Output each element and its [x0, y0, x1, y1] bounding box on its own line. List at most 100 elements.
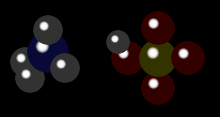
- Circle shape: [185, 55, 191, 61]
- Circle shape: [38, 43, 46, 50]
- Circle shape: [126, 56, 130, 60]
- Circle shape: [152, 52, 154, 54]
- Circle shape: [18, 66, 42, 90]
- Circle shape: [147, 47, 169, 69]
- Circle shape: [17, 54, 33, 70]
- Circle shape: [121, 51, 126, 56]
- Circle shape: [60, 63, 70, 73]
- Circle shape: [32, 36, 64, 68]
- Circle shape: [182, 52, 185, 55]
- Circle shape: [58, 61, 64, 67]
- Circle shape: [21, 69, 39, 87]
- Circle shape: [20, 68, 40, 88]
- Circle shape: [46, 50, 50, 54]
- Circle shape: [35, 17, 61, 43]
- Circle shape: [151, 81, 156, 86]
- Circle shape: [144, 14, 172, 42]
- Circle shape: [40, 22, 48, 30]
- Circle shape: [145, 45, 170, 71]
- Circle shape: [18, 55, 31, 69]
- Circle shape: [153, 53, 163, 63]
- Circle shape: [142, 42, 174, 74]
- Circle shape: [178, 48, 189, 59]
- Circle shape: [115, 39, 121, 45]
- Circle shape: [114, 38, 116, 40]
- Circle shape: [40, 22, 56, 38]
- Circle shape: [141, 41, 175, 75]
- Circle shape: [152, 52, 164, 64]
- Circle shape: [114, 38, 116, 40]
- Circle shape: [22, 70, 31, 79]
- Circle shape: [157, 27, 159, 29]
- Circle shape: [114, 38, 116, 40]
- Circle shape: [117, 47, 139, 69]
- Circle shape: [24, 61, 26, 63]
- Circle shape: [17, 54, 33, 70]
- Circle shape: [19, 56, 31, 68]
- Circle shape: [183, 53, 193, 63]
- Circle shape: [54, 57, 76, 79]
- Circle shape: [43, 47, 53, 57]
- Circle shape: [24, 72, 36, 84]
- Circle shape: [179, 49, 197, 67]
- Circle shape: [125, 55, 131, 61]
- Circle shape: [63, 66, 67, 70]
- Circle shape: [44, 26, 52, 34]
- Circle shape: [173, 43, 203, 73]
- Circle shape: [42, 24, 54, 36]
- Circle shape: [112, 36, 118, 42]
- Circle shape: [34, 16, 62, 44]
- Circle shape: [149, 19, 167, 37]
- Circle shape: [150, 80, 157, 87]
- Circle shape: [37, 19, 59, 41]
- Circle shape: [155, 85, 161, 91]
- Circle shape: [42, 46, 54, 58]
- Circle shape: [35, 16, 62, 44]
- Circle shape: [112, 36, 118, 42]
- Circle shape: [64, 67, 66, 69]
- Circle shape: [177, 47, 199, 69]
- Circle shape: [155, 25, 161, 31]
- Circle shape: [36, 18, 60, 42]
- Circle shape: [29, 77, 31, 79]
- Circle shape: [150, 20, 157, 27]
- Circle shape: [17, 54, 25, 62]
- Circle shape: [42, 46, 43, 47]
- Circle shape: [37, 40, 48, 52]
- Circle shape: [12, 49, 38, 75]
- Circle shape: [153, 23, 154, 24]
- Circle shape: [22, 58, 29, 66]
- Circle shape: [156, 86, 160, 90]
- Circle shape: [178, 48, 198, 68]
- Circle shape: [155, 25, 161, 31]
- Circle shape: [143, 13, 173, 44]
- Circle shape: [114, 38, 122, 46]
- Circle shape: [42, 46, 43, 47]
- Circle shape: [174, 44, 202, 72]
- Circle shape: [153, 23, 154, 24]
- Circle shape: [125, 55, 131, 61]
- Circle shape: [61, 64, 69, 72]
- Circle shape: [149, 19, 167, 37]
- Circle shape: [37, 41, 48, 52]
- Circle shape: [22, 70, 38, 86]
- Circle shape: [127, 57, 128, 58]
- Circle shape: [120, 50, 127, 57]
- Circle shape: [55, 58, 75, 78]
- Circle shape: [28, 76, 32, 80]
- Circle shape: [150, 20, 165, 35]
- Circle shape: [173, 43, 203, 73]
- Circle shape: [42, 46, 54, 58]
- Circle shape: [58, 61, 64, 68]
- Circle shape: [28, 76, 32, 80]
- Circle shape: [156, 26, 160, 30]
- Circle shape: [123, 53, 124, 54]
- Circle shape: [57, 60, 65, 68]
- Circle shape: [148, 78, 168, 98]
- Circle shape: [158, 27, 159, 29]
- Circle shape: [56, 59, 74, 77]
- Circle shape: [37, 42, 47, 51]
- Circle shape: [23, 60, 27, 64]
- Circle shape: [148, 48, 168, 68]
- Circle shape: [123, 53, 133, 63]
